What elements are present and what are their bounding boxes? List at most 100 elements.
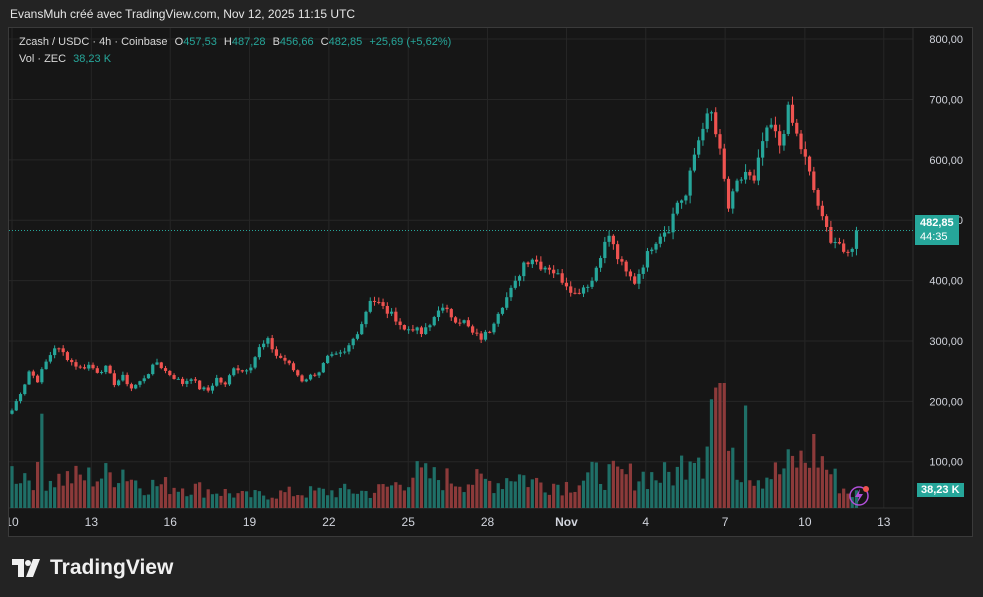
candle-body: [402, 325, 406, 330]
candle-body: [206, 387, 210, 391]
volume-bar: [748, 480, 752, 508]
volume-bar: [23, 473, 27, 508]
volume-bar: [803, 462, 807, 508]
candle-body: [61, 348, 65, 353]
volume-bar: [338, 488, 343, 508]
candle-body: [355, 334, 360, 339]
last-volume-badge: 38,23 K: [917, 483, 964, 497]
volume-bar: [117, 483, 121, 508]
volume-bar: [714, 387, 718, 508]
candle-body: [577, 292, 581, 294]
candle-body: [697, 140, 701, 155]
candle-body: [407, 329, 411, 331]
volume-bar: [313, 490, 317, 508]
volume-bar: [240, 490, 244, 508]
candle-body: [78, 366, 82, 368]
volume-bar: [87, 467, 91, 508]
volume-bar: [778, 474, 782, 508]
volume-legend: Vol · ZEC 38,23 K: [19, 53, 115, 65]
volume-bar: [424, 463, 428, 508]
change-value: +25,69 (+5,62%): [369, 36, 452, 48]
volume-bar: [462, 492, 466, 508]
volume-bar: [266, 499, 270, 508]
candle-body: [714, 112, 718, 135]
candle-body: [496, 313, 500, 324]
volume-bar: [74, 465, 78, 508]
x-tick-label: 13: [877, 515, 891, 529]
volume-bar: [692, 462, 696, 508]
volume-bar: [159, 484, 163, 508]
volume-bar: [343, 483, 347, 508]
candle-body: [14, 401, 18, 411]
candle-body: [645, 251, 650, 268]
volume-bar: [790, 455, 795, 508]
volume-bar: [466, 484, 470, 508]
volume-bar: [756, 480, 760, 508]
volume-bar: [257, 491, 261, 508]
volume-bar: [453, 486, 458, 508]
bar-countdown: 44:35: [920, 231, 948, 243]
candle-body: [624, 261, 628, 272]
volume-bar: [155, 486, 159, 508]
tradingview-logo[interactable]: TradingView: [12, 556, 173, 580]
candle-body: [436, 310, 441, 318]
volume-bar: [291, 496, 296, 508]
volume-bar: [108, 472, 112, 508]
volume-bar: [825, 469, 829, 508]
volume-bar: [189, 494, 193, 508]
volume-bar: [372, 492, 377, 508]
candle-body: [471, 326, 475, 333]
volume-bar: [517, 474, 522, 508]
candle-body: [266, 338, 270, 344]
candle-body: [505, 297, 509, 308]
candle-body: [313, 374, 317, 376]
candle-body: [509, 287, 513, 298]
volume-bar: [496, 483, 500, 508]
candle-body: [125, 374, 129, 385]
chart-panel[interactable]: 100,00200,00300,00400,00500,00600,00700,…: [8, 27, 973, 537]
volume-bar: [833, 468, 837, 508]
volume-bar: [837, 493, 842, 508]
volume-bar: [441, 490, 445, 508]
volume-bar: [249, 497, 253, 508]
high-value: 487,28: [231, 36, 266, 48]
volume-bar: [522, 475, 526, 508]
volume-bar: [812, 434, 816, 508]
candle-body: [210, 385, 215, 391]
volume-bar: [10, 466, 14, 508]
candle-body: [479, 333, 483, 340]
candle-body: [850, 248, 854, 252]
candle-body: [185, 380, 189, 384]
candle-body: [684, 195, 688, 201]
volume-bar: [385, 486, 389, 508]
x-tick-label: Nov: [555, 515, 578, 529]
candle-body: [522, 262, 526, 277]
x-tick-label: 13: [85, 515, 99, 529]
candle-body: [308, 374, 313, 380]
volume-bar: [202, 497, 206, 508]
volume-bar: [816, 467, 820, 508]
volume-bar: [129, 479, 134, 508]
volume-bar: [198, 482, 202, 508]
candle-body: [846, 251, 850, 253]
volume-bar: [360, 490, 364, 508]
price-chart[interactable]: 100,00200,00300,00400,00500,00600,00700,…: [9, 28, 972, 536]
volume-bar: [607, 464, 611, 508]
lightning-alert-icon[interactable]: [848, 485, 870, 507]
candle-body: [159, 362, 163, 369]
candle-body: [249, 367, 253, 371]
candle-body: [688, 170, 692, 196]
volume-bar: [193, 483, 197, 508]
volume-bar: [547, 494, 551, 508]
volume-bar: [287, 486, 291, 508]
volume-bar: [616, 466, 620, 508]
candle-body: [330, 354, 334, 356]
volume-bar: [223, 488, 227, 508]
volume-bar: [483, 478, 488, 508]
candle-body: [475, 332, 479, 334]
volume-bar: [637, 481, 641, 508]
volume-bar: [786, 449, 790, 508]
candle-body: [334, 353, 338, 355]
candle-body: [543, 267, 547, 270]
volume-bar: [718, 383, 722, 508]
